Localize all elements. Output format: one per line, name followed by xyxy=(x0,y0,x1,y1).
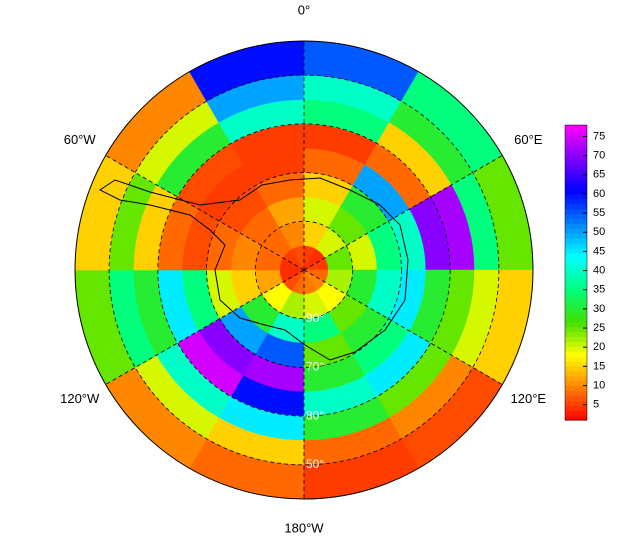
colorbar-tick-label: 60 xyxy=(593,188,605,200)
colorbar-segment xyxy=(565,247,587,254)
colorbar-segment xyxy=(565,154,587,161)
colorbar-segment xyxy=(565,375,587,382)
colorbar-segment xyxy=(565,252,587,259)
colorbar-segment xyxy=(565,184,587,190)
colorbar-tick-label: 70 xyxy=(593,150,605,162)
longitude-label: 0° xyxy=(298,2,310,17)
colorbar-segment xyxy=(565,233,587,239)
colorbar-segment xyxy=(565,174,587,180)
colorbar-tick-label: 35 xyxy=(593,284,605,296)
colorbar-tick-label: 25 xyxy=(593,322,605,334)
colorbar-segment xyxy=(565,243,587,249)
colorbar-segment xyxy=(565,125,587,131)
latitude-circle xyxy=(157,123,451,417)
colorbar-segment xyxy=(565,390,587,397)
colorbar-segment xyxy=(565,282,587,288)
colorbar-segment xyxy=(565,346,587,352)
colorbar-segment xyxy=(565,326,587,333)
colorbar-segment xyxy=(565,306,587,313)
longitude-label: 60°E xyxy=(514,132,543,147)
colorbar-border xyxy=(564,124,588,421)
latitude-circle xyxy=(254,220,354,320)
colorbar-segment xyxy=(565,351,587,357)
colorbar-segment xyxy=(565,395,587,401)
colorbar-segment xyxy=(565,198,587,205)
colorbar-segment xyxy=(565,410,587,416)
latitude-label: 80° xyxy=(306,408,324,422)
colorbar-segment xyxy=(565,164,587,170)
colorbar-tick-label: 50 xyxy=(593,226,605,238)
colorbar-segment xyxy=(565,238,587,244)
colorbar-segment xyxy=(565,188,587,195)
colorbar-segment xyxy=(565,257,587,264)
colorbar-tick-label: 40 xyxy=(593,264,605,276)
colorbar-tick-label: 75 xyxy=(593,130,605,142)
colorbar-segment xyxy=(565,321,587,328)
colorbar-tick-label: 65 xyxy=(593,169,605,181)
colorbar-tick-label: 15 xyxy=(593,360,605,372)
coastline xyxy=(99,177,409,361)
map-border xyxy=(74,40,534,500)
longitude-label: 120°E xyxy=(511,391,547,406)
colorbar-segment xyxy=(565,193,587,200)
latitude-label: 50° xyxy=(306,457,324,471)
colorbar-segment xyxy=(565,213,587,220)
colorbar-segment xyxy=(565,134,587,141)
colorbar-segment xyxy=(565,223,587,229)
colorbar-segment xyxy=(565,203,587,210)
colorbar-tick-label: 30 xyxy=(593,303,605,315)
colorbar-segment xyxy=(565,380,587,387)
colorbar-tick-label: 55 xyxy=(593,207,605,219)
colorbar-segment xyxy=(565,316,587,323)
colorbar-segment xyxy=(565,331,587,338)
colorbar-segment xyxy=(565,179,587,185)
meridian-line xyxy=(105,269,305,385)
colorbar-segment xyxy=(565,149,587,156)
latitude-label: 70° xyxy=(306,360,324,374)
meridian-line xyxy=(105,155,305,271)
colorbar-segment xyxy=(565,405,587,411)
colorbar-segment xyxy=(565,302,587,308)
colorbar-segment xyxy=(565,341,587,347)
colorbar-segment xyxy=(565,311,587,318)
meridian-line xyxy=(303,269,503,385)
colorbar-segment xyxy=(565,129,587,136)
meridian-line xyxy=(303,155,503,271)
longitude-label: 60°W xyxy=(64,132,97,147)
colorbar-segment xyxy=(565,208,587,215)
colorbar-segment xyxy=(565,292,587,298)
colorbar-segment xyxy=(565,415,587,421)
colorbar-segment xyxy=(565,218,587,224)
colorbar-segment xyxy=(565,336,587,342)
colorbar-segment xyxy=(565,297,587,303)
latitude-circle xyxy=(206,172,402,368)
colorbar-segment xyxy=(565,277,587,283)
colorbar-tick-label: 20 xyxy=(593,341,605,353)
colorbar-segment xyxy=(565,159,587,165)
colorbar-segment xyxy=(565,169,587,175)
colorbar-segment xyxy=(565,262,587,269)
longitude-label: 180°W xyxy=(284,520,324,535)
colorbar-segment xyxy=(565,370,587,377)
colorbar-segment xyxy=(565,385,587,392)
colorbar-segment xyxy=(565,361,587,367)
colorbar-segment xyxy=(565,267,587,274)
colorbar-segment xyxy=(565,139,587,146)
colorbar-segment xyxy=(565,400,587,406)
colorbar-tick-label: 5 xyxy=(593,399,599,411)
latitude-circle xyxy=(108,74,500,466)
colorbar-segment xyxy=(565,356,587,362)
colorbar-segment xyxy=(565,287,587,293)
colorbar-tick-label: 45 xyxy=(593,245,605,257)
latitude-label: 90° xyxy=(306,311,324,325)
longitude-label: 120°W xyxy=(60,391,100,406)
colorbar-segment xyxy=(565,272,587,279)
colorbar-segment xyxy=(565,144,587,151)
colorbar-segment xyxy=(565,228,587,234)
colorbar-tick-label: 10 xyxy=(593,379,605,391)
colorbar-segment xyxy=(565,365,587,372)
